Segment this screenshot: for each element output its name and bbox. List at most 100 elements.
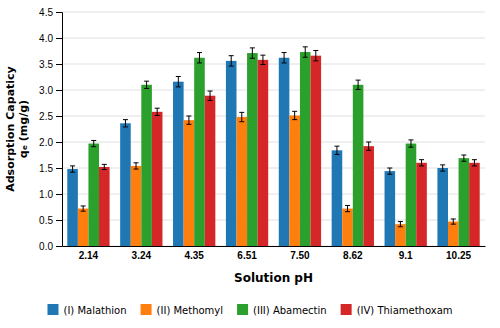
y-axis-title-line: Adsorption Capaticy: [4, 66, 17, 192]
x-tick: 3.24: [132, 250, 152, 261]
bar: [416, 163, 427, 246]
error-bar: [472, 160, 477, 166]
legend-swatch: [237, 304, 248, 315]
plot-area: 0.00.51.01.52.02.53.03.54.04.52.143.244.…: [39, 7, 485, 261]
bar: [78, 209, 89, 246]
x-tick-label: 10.25: [446, 250, 471, 261]
y-tick-label: 3.0: [39, 85, 53, 96]
y-tick-mark: [56, 116, 62, 117]
bar: [448, 222, 459, 246]
legend-item: (III) Abamectin: [237, 304, 327, 316]
series: [88, 47, 469, 246]
error-bar: [451, 219, 456, 224]
legend: (I) Malathion (II) Methomyl (III) Abamecti…: [47, 304, 452, 316]
x-tick-label: 8.62: [343, 250, 363, 261]
x-tick: 7.50: [290, 250, 310, 261]
x-tick: 2.14: [79, 250, 99, 261]
y-tick: 3.0: [39, 85, 62, 96]
y-tick-mark: [56, 64, 62, 65]
error-bar: [356, 80, 361, 89]
y-tick: 0.0: [39, 241, 62, 252]
bar: [236, 117, 247, 246]
y-tick-mark: [56, 168, 62, 169]
error-bar: [91, 140, 96, 146]
error-bar: [134, 163, 139, 169]
y-tick: 2.5: [39, 111, 62, 122]
legend-label: (I) Malathion: [63, 305, 126, 316]
error-bar: [408, 140, 413, 147]
bar: [406, 144, 417, 246]
legend-label: (II) Methomyl: [157, 305, 223, 316]
error-bar: [208, 91, 213, 100]
legend-item: (IV) Thiamethoxam: [341, 304, 453, 316]
x-tick-label: 9.1: [399, 250, 413, 261]
error-bar: [81, 206, 86, 211]
bar: [88, 144, 99, 246]
bar: [99, 167, 110, 246]
y-tick: 1.0: [39, 189, 62, 200]
error-bar: [292, 111, 297, 119]
error-bar: [176, 76, 181, 86]
error-bar: [282, 53, 287, 63]
x-tick: 4.35: [184, 250, 204, 261]
x-tick: 8.62: [343, 250, 363, 261]
error-bar: [250, 48, 255, 58]
grid-line: [62, 64, 485, 65]
y-tick-mark: [56, 38, 62, 39]
y-tick-label: 2.5: [39, 111, 53, 122]
x-axis-line: [63, 246, 486, 247]
error-bar: [123, 120, 128, 127]
chart: 0.00.51.01.52.02.53.03.54.04.52.143.244.…: [0, 0, 500, 328]
y-tick-label: 3.5: [39, 59, 53, 70]
bar: [469, 163, 480, 246]
error-bar: [239, 112, 244, 121]
y-tick: 1.5: [39, 163, 62, 174]
x-tick-label: 6.51: [237, 250, 257, 261]
error-bar: [70, 166, 75, 172]
bar: [67, 169, 78, 246]
error-bar: [186, 116, 191, 124]
grid-line: [62, 90, 485, 91]
error-bar: [313, 50, 318, 60]
y-axis-title: Adsorption Capaticyqₑ (mg/g): [4, 66, 30, 192]
error-bar: [419, 160, 424, 166]
grid-line: [62, 12, 485, 13]
bar: [437, 168, 448, 246]
y-tick-mark: [56, 142, 62, 143]
y-axis-line: [56, 13, 63, 247]
x-tick: 9.1: [399, 250, 413, 261]
error-bar: [398, 222, 403, 227]
error-bar: [229, 56, 234, 66]
y-tick-mark: [56, 90, 62, 91]
legend-swatch: [341, 304, 352, 315]
series: [78, 111, 459, 246]
y-tick-mark: [56, 194, 62, 195]
bar: [131, 166, 142, 246]
error-bar: [155, 108, 160, 115]
y-tick-label: 0.0: [39, 241, 53, 252]
y-tick-mark: [56, 246, 62, 247]
bar: [184, 120, 195, 246]
bar: [363, 146, 374, 246]
bar: [332, 150, 343, 246]
y-tick-label: 4.0: [39, 33, 53, 44]
y-tick: 4.5: [39, 7, 62, 18]
y-axis: 0.00.51.01.52.02.53.03.54.04.5: [39, 7, 62, 252]
error-bar: [366, 142, 371, 150]
bar: [247, 53, 258, 246]
error-bar: [303, 47, 308, 57]
x-tick-label: 7.50: [290, 250, 310, 261]
error-bar: [440, 165, 445, 171]
x-axis: 2.14 3.24 4.35 6.51 7.50 8.62 9.1 10.25: [63, 247, 486, 262]
error-bar: [144, 81, 149, 88]
y-tick-label: 1.5: [39, 163, 53, 174]
error-bar: [461, 155, 466, 161]
bar: [353, 85, 364, 246]
error-bar: [334, 146, 339, 154]
y-tick-label: 1.0: [39, 189, 53, 200]
bar: [258, 60, 269, 246]
y-tick: 4.0: [39, 33, 62, 44]
x-tick-label: 4.35: [184, 250, 204, 261]
y-tick-label: 4.5: [39, 7, 53, 18]
grid-line: [62, 116, 485, 117]
